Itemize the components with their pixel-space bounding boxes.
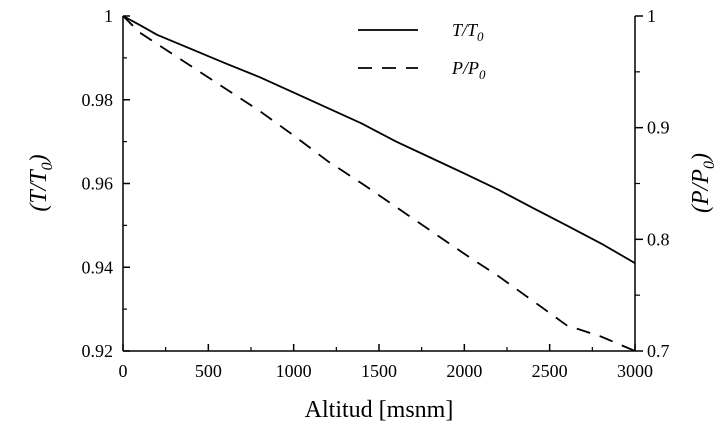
y-left-tick-label: 1 <box>104 6 113 26</box>
x-tick-label: 2000 <box>446 361 482 381</box>
legend: T/T0 P/P0 <box>358 20 486 82</box>
legend-label-t-main: T/T <box>452 20 479 40</box>
y-left-title-sub: 0 <box>39 162 56 170</box>
y-right-title-main: (P/P <box>688 169 714 213</box>
x-tick-label: 1000 <box>276 361 312 381</box>
y-left-tick-label: 0.92 <box>82 341 114 361</box>
legend-label-p: P/P0 <box>451 58 486 82</box>
series-line-1 <box>122 15 636 352</box>
y-right-tick-label: 0.7 <box>647 341 670 361</box>
series-layer <box>122 15 636 352</box>
y-right-tick-label: 1 <box>647 6 656 26</box>
y-right-tick-label: 0.8 <box>647 229 670 249</box>
x-tick-label: 2500 <box>532 361 568 381</box>
y-right-tick-label: 0.9 <box>647 118 670 138</box>
legend-label-p-sub: 0 <box>479 67 486 82</box>
y-left-title-close: ) <box>26 154 52 164</box>
y-right-title-sub: 0 <box>701 161 718 169</box>
x-ticks: 0 500 1000 1500 2000 2500 3000 <box>119 344 653 381</box>
series-line-0 <box>122 15 636 264</box>
x-tick-label: 0 <box>119 361 128 381</box>
y-right-axis-title: (P/P0) <box>688 153 718 213</box>
y-left-title-main: (T/T <box>26 169 52 212</box>
legend-label-p-main: P/P <box>451 58 479 78</box>
x-tick-label: 500 <box>195 361 222 381</box>
y-left-ticks: 0.92 0.94 0.96 0.98 1 <box>82 6 130 361</box>
y-right-ticks: 0.7 0.8 0.9 1 <box>635 6 670 361</box>
legend-label-t-sub: 0 <box>477 29 484 44</box>
x-tick-label: 3000 <box>617 361 653 381</box>
x-tick-label: 1500 <box>361 361 397 381</box>
y-left-tick-label: 0.96 <box>82 174 114 194</box>
x-axis-title: Altitud [msnm] <box>305 397 454 423</box>
y-left-tick-label: 0.94 <box>82 257 114 277</box>
legend-label-t: T/T0 <box>452 20 484 44</box>
y-right-title-close: ) <box>688 153 714 163</box>
y-left-tick-label: 0.98 <box>82 90 114 110</box>
y-left-axis-title: (T/T0) <box>26 154 56 211</box>
